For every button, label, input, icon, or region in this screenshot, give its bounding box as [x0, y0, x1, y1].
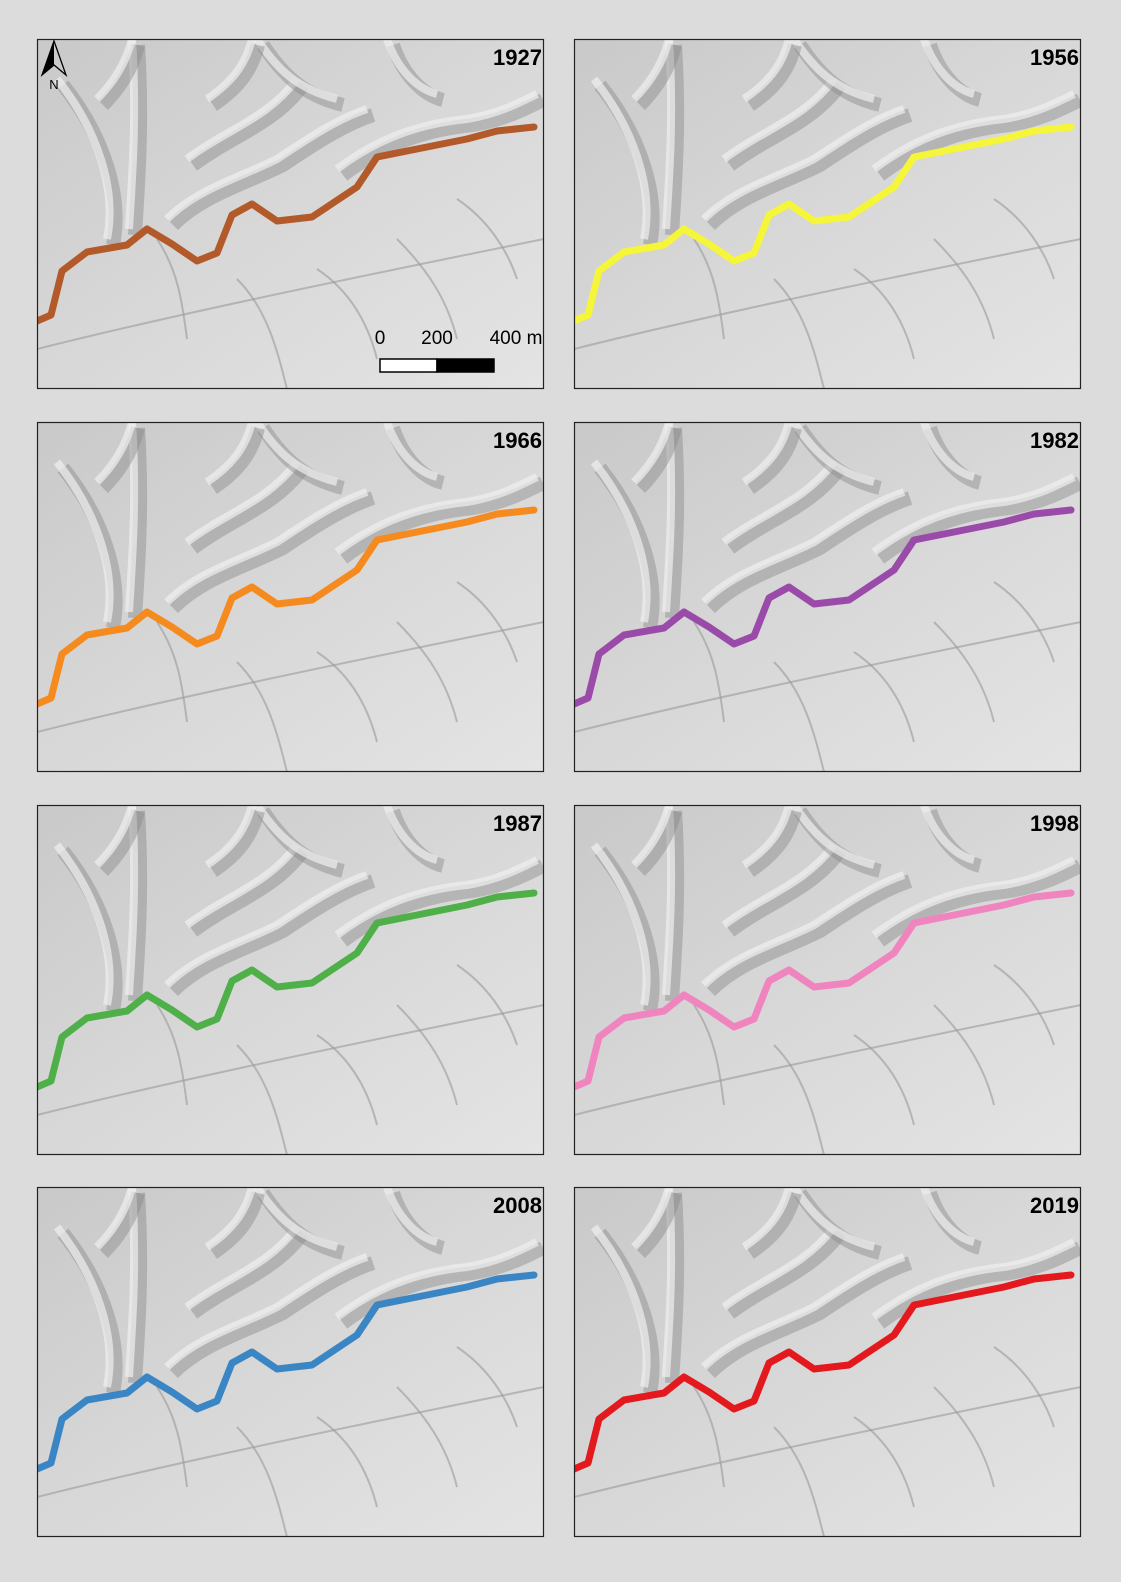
map-content	[37, 39, 544, 389]
year-label: 1927	[493, 45, 542, 70]
map-panel: 1966	[37, 422, 544, 772]
map-panel: 1987	[37, 805, 544, 1155]
map-content	[37, 805, 544, 1155]
page: {"panels": [ {"year": "1927", "color": "…	[0, 0, 1121, 1582]
map-content	[37, 422, 544, 772]
figure: 1927 N 0 200 400 m 1956 1966 1982 1987 1998 2008 20…	[0, 0, 1121, 1582]
scale-label: 200	[421, 328, 453, 349]
scale-label: 400 m	[490, 328, 543, 349]
year-label: 1956	[1030, 45, 1079, 70]
map-content	[574, 805, 1081, 1155]
map-panel: 1927 N 0 200 400 m	[37, 39, 544, 389]
map-panel: 1998	[574, 805, 1081, 1155]
map-content	[37, 1187, 544, 1537]
year-label: 2008	[493, 1193, 542, 1218]
year-label: 2019	[1030, 1193, 1079, 1218]
map-content	[574, 39, 1081, 389]
map-panel: 2008	[37, 1187, 544, 1537]
scale-bar-white	[380, 359, 437, 372]
map-panel: 1982	[574, 422, 1081, 772]
year-label: 1966	[493, 428, 542, 453]
map-panel: 1956	[574, 39, 1081, 389]
map-content	[574, 1187, 1081, 1537]
year-label: 1987	[493, 811, 542, 836]
year-label: 1998	[1030, 811, 1079, 836]
year-label: 1982	[1030, 428, 1079, 453]
map-panel: 2019	[574, 1187, 1081, 1537]
scale-bar-black	[437, 359, 494, 372]
scale-label: 0	[375, 328, 386, 349]
north-label: N	[49, 77, 58, 92]
map-content	[574, 422, 1081, 772]
